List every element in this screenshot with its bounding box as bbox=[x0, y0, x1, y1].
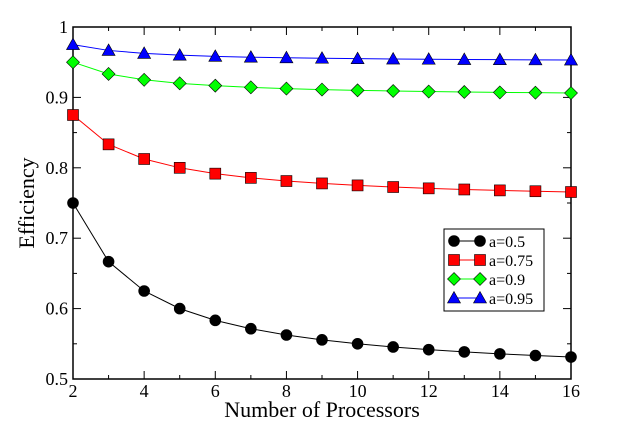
x-tick-label: 8 bbox=[282, 381, 291, 401]
data-point bbox=[102, 138, 115, 151]
legend-marker bbox=[448, 235, 460, 247]
data-point bbox=[67, 109, 79, 121]
legend-marker bbox=[473, 272, 487, 286]
data-point bbox=[316, 177, 328, 190]
series-a=0.9 bbox=[66, 55, 578, 100]
data-point bbox=[421, 84, 436, 99]
x-tick-label: 2 bbox=[69, 381, 78, 401]
data-point bbox=[458, 183, 471, 196]
legend: a=0.5 a=0.75 a=0.9 a=0.95 bbox=[443, 228, 545, 312]
data-point bbox=[351, 179, 364, 192]
data-point bbox=[279, 50, 294, 64]
data-point bbox=[492, 85, 507, 100]
data-point bbox=[386, 51, 401, 65]
y-tick-label: 0.9 bbox=[46, 87, 69, 107]
data-point bbox=[66, 55, 80, 70]
data-point bbox=[243, 80, 258, 95]
data-point bbox=[137, 72, 152, 87]
data-point bbox=[138, 285, 150, 297]
data-point bbox=[494, 184, 506, 197]
data-point bbox=[245, 172, 257, 184]
data-point bbox=[243, 50, 258, 63]
series-layer bbox=[65, 37, 579, 363]
series-a=0.75 bbox=[67, 109, 577, 198]
data-point bbox=[209, 167, 222, 180]
data-point bbox=[279, 81, 294, 96]
data-point bbox=[67, 197, 79, 209]
legend-marker bbox=[448, 254, 460, 266]
data-point bbox=[565, 351, 577, 363]
data-point bbox=[528, 52, 543, 66]
data-point bbox=[173, 162, 186, 174]
x-tick-label: 4 bbox=[140, 381, 149, 401]
data-point bbox=[492, 52, 507, 65]
data-point bbox=[387, 341, 399, 353]
data-point bbox=[208, 49, 223, 62]
y-tick-label: 0.8 bbox=[46, 158, 69, 178]
x-tick-label: 10 bbox=[349, 381, 367, 401]
y-axis-title: Efficiency bbox=[14, 157, 39, 248]
axis-ticks: 2 4 6 8 10 12 14 16 0.5 0.6 0.7 0.8 0.9 1 bbox=[46, 17, 581, 401]
data-point bbox=[350, 83, 365, 98]
data-point bbox=[65, 37, 81, 50]
data-point bbox=[387, 181, 399, 193]
y-tick-label: 1 bbox=[59, 17, 68, 37]
data-point bbox=[172, 76, 187, 91]
legend-marker bbox=[472, 290, 488, 304]
data-point bbox=[529, 349, 542, 362]
data-point bbox=[280, 329, 293, 341]
data-point bbox=[208, 78, 223, 93]
data-point bbox=[458, 346, 471, 358]
x-tick-label: 16 bbox=[562, 381, 580, 401]
legend-marker bbox=[446, 290, 462, 304]
x-tick-label: 12 bbox=[420, 381, 438, 401]
data-point bbox=[565, 186, 577, 198]
data-point bbox=[350, 51, 365, 64]
data-point bbox=[280, 175, 293, 187]
series-a=0.95 bbox=[65, 37, 579, 66]
data-point bbox=[316, 334, 328, 346]
legend-label: a=0.75 bbox=[489, 253, 533, 270]
data-point bbox=[172, 48, 187, 61]
y-tick-label: 0.7 bbox=[46, 228, 69, 248]
data-point bbox=[564, 86, 578, 100]
data-point bbox=[209, 314, 222, 327]
legend-box bbox=[443, 228, 545, 312]
data-point bbox=[386, 84, 401, 98]
data-point bbox=[314, 51, 330, 64]
data-point bbox=[315, 82, 329, 97]
data-point bbox=[528, 85, 543, 100]
data-point bbox=[101, 67, 116, 81]
data-point bbox=[101, 43, 116, 56]
x-axis-title: Number of Processors bbox=[224, 397, 420, 422]
y-tick-label: 0.6 bbox=[46, 299, 69, 319]
y-tick-label: 0.5 bbox=[46, 369, 69, 389]
legend-marker bbox=[474, 235, 486, 247]
data-point bbox=[563, 52, 579, 66]
data-point bbox=[173, 302, 186, 315]
data-point bbox=[138, 153, 150, 165]
data-point bbox=[457, 85, 472, 99]
data-point bbox=[351, 337, 364, 350]
x-tick-label: 6 bbox=[211, 381, 220, 401]
x-tick-label: 14 bbox=[491, 381, 509, 401]
data-point bbox=[422, 182, 435, 195]
data-point bbox=[421, 52, 436, 65]
data-point bbox=[457, 52, 472, 65]
data-point bbox=[422, 343, 435, 356]
legend-marker bbox=[447, 272, 461, 286]
legend-label: a=0.5 bbox=[489, 234, 525, 251]
data-point bbox=[245, 322, 257, 335]
data-point bbox=[137, 46, 152, 59]
legend-marker bbox=[474, 254, 486, 266]
legend-label: a=0.95 bbox=[489, 291, 533, 308]
data-point bbox=[494, 348, 506, 360]
data-point bbox=[529, 185, 542, 198]
data-point bbox=[102, 255, 115, 268]
series-a=0.5 bbox=[67, 197, 577, 363]
legend-label: a=0.9 bbox=[489, 272, 525, 289]
